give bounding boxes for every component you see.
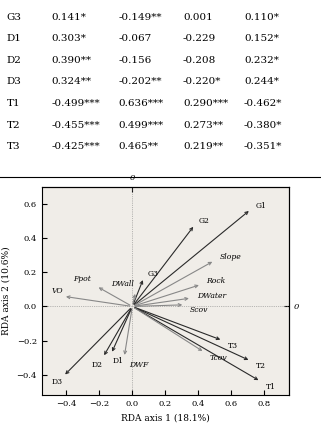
Text: Scov: Scov: [190, 306, 208, 314]
Text: 0.636***: 0.636***: [119, 99, 164, 108]
Text: 0.290***: 0.290***: [183, 99, 228, 108]
Text: -0.351*: -0.351*: [244, 142, 282, 151]
Text: -0.462*: -0.462*: [244, 99, 282, 108]
Text: G1: G1: [256, 202, 267, 210]
Text: Tcov: Tcov: [210, 354, 228, 362]
Y-axis label: RDA axis 2 (10.6%): RDA axis 2 (10.6%): [2, 247, 11, 335]
Text: DWater: DWater: [197, 292, 226, 300]
Text: 0.001: 0.001: [183, 13, 213, 22]
Text: -0.149**: -0.149**: [119, 13, 162, 22]
Text: 0.232*: 0.232*: [244, 56, 279, 65]
Text: -0.229: -0.229: [183, 34, 216, 43]
Text: -0.499***: -0.499***: [51, 99, 100, 108]
Text: T2: T2: [256, 362, 266, 370]
Text: VO: VO: [52, 287, 63, 295]
Text: -0.455***: -0.455***: [51, 121, 100, 130]
Text: -0.156: -0.156: [119, 56, 152, 65]
Text: 0.244*: 0.244*: [244, 77, 279, 86]
Text: -0.380*: -0.380*: [244, 121, 282, 130]
Text: 0.499***: 0.499***: [119, 121, 164, 130]
Text: G2: G2: [198, 217, 209, 225]
Text: 0.303*: 0.303*: [51, 34, 86, 43]
Text: T1: T1: [6, 99, 20, 108]
Text: 0.219**: 0.219**: [183, 142, 223, 151]
Text: T1: T1: [266, 383, 276, 391]
Text: 0.390**: 0.390**: [51, 56, 91, 65]
Text: G3: G3: [6, 13, 22, 22]
Text: 0.324**: 0.324**: [51, 77, 91, 86]
Text: DWF: DWF: [129, 360, 148, 368]
Text: 0.152*: 0.152*: [244, 34, 279, 43]
Text: D1: D1: [113, 357, 124, 365]
Text: -0.067: -0.067: [119, 34, 152, 43]
Text: -0.425***: -0.425***: [51, 142, 100, 151]
Text: T3: T3: [228, 342, 238, 350]
Text: -0.220*: -0.220*: [183, 77, 221, 86]
Text: D3: D3: [52, 377, 63, 385]
Text: D1: D1: [6, 34, 21, 43]
Text: 0.141*: 0.141*: [51, 13, 86, 22]
Text: 0.110*: 0.110*: [244, 13, 279, 22]
Text: 0.465**: 0.465**: [119, 142, 159, 151]
Text: D3: D3: [6, 77, 21, 86]
Text: D2: D2: [6, 56, 21, 65]
X-axis label: RDA axis 1 (18.1%): RDA axis 1 (18.1%): [121, 414, 210, 423]
Text: -0.202**: -0.202**: [119, 77, 162, 86]
Text: -0.208: -0.208: [183, 56, 216, 65]
Text: G3: G3: [147, 270, 158, 278]
Text: Rock: Rock: [206, 277, 226, 285]
Text: T3: T3: [6, 142, 20, 151]
Text: D2: D2: [91, 360, 102, 368]
Text: Slope: Slope: [220, 253, 241, 261]
Text: Fpot: Fpot: [73, 275, 91, 283]
Text: DWall: DWall: [111, 280, 134, 288]
Text: 0.273**: 0.273**: [183, 121, 223, 130]
Text: T2: T2: [6, 121, 20, 130]
